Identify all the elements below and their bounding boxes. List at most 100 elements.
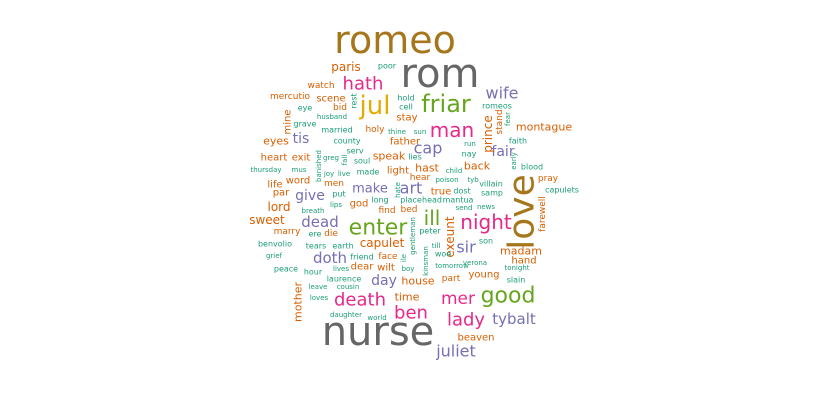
cloud-word: daughter: [330, 311, 362, 319]
cloud-word: love: [502, 174, 543, 249]
cloud-word: news: [477, 203, 495, 211]
cloud-word: rom: [400, 51, 479, 97]
cloud-word: cell: [399, 103, 413, 112]
cloud-word: romeos: [482, 102, 512, 111]
cloud-word: thine: [388, 128, 406, 136]
cloud-word: bed: [401, 205, 418, 215]
cloud-word: head: [422, 196, 442, 205]
cloud-word: paris: [331, 60, 361, 74]
cloud-word: peter: [419, 227, 441, 236]
cloud-word: hear: [410, 173, 431, 183]
cloud-word: hath: [343, 74, 384, 95]
cloud-word: married: [321, 126, 352, 135]
cloud-word: fall: [341, 155, 349, 166]
cloud-word: samp: [481, 189, 503, 198]
cloud-word: marry: [274, 227, 302, 237]
cloud-word: men: [324, 179, 344, 189]
cloud-word: pray: [538, 174, 559, 184]
cloud-word: romeo: [334, 18, 456, 62]
cloud-word: joy: [323, 170, 334, 178]
cloud-word: hast: [415, 162, 439, 175]
cloud-word: house: [401, 275, 434, 288]
cloud-word: boy: [402, 265, 415, 273]
cloud-word: loves: [310, 294, 329, 302]
cloud-word: till: [432, 242, 441, 250]
cloud-word: sun: [414, 128, 427, 136]
cloud-word: dost: [453, 187, 470, 196]
cloud-word: scene: [316, 94, 345, 105]
cloud-word: live: [338, 170, 350, 178]
cloud-word: make: [352, 182, 388, 197]
cloud-word: fair: [491, 144, 514, 160]
cloud-word: mine: [283, 109, 294, 134]
cloud-word: face: [378, 252, 398, 262]
cloud-word: soul: [354, 157, 370, 166]
cloud-word: watch: [307, 81, 334, 91]
cloud-word: cousin: [337, 283, 360, 291]
cloud-word: tonight: [504, 264, 529, 272]
cloud-word: hate: [394, 182, 402, 198]
cloud-word: true: [431, 187, 452, 198]
cloud-word: earth: [332, 242, 353, 251]
cloud-word: grief: [266, 252, 283, 260]
cloud-word: poison: [435, 176, 458, 184]
cloud-word: nurse: [322, 309, 435, 355]
cloud-word: villain: [479, 180, 503, 189]
cloud-word: dead: [301, 213, 338, 231]
cloud-word: bid: [333, 103, 347, 113]
cloud-word: lies: [408, 153, 422, 162]
cloud-word: friar: [421, 90, 471, 118]
cloud-word: gentleman: [409, 217, 417, 255]
cloud-word: juliet: [435, 342, 476, 361]
cloud-word: ere: [309, 230, 322, 239]
cloud-word: heart: [261, 153, 288, 164]
cloud-word: find: [378, 206, 395, 216]
cloud-word: mercutio: [270, 92, 310, 102]
cloud-word: die: [324, 229, 338, 239]
cloud-word: tyb: [467, 176, 479, 184]
cloud-word: grave: [294, 120, 317, 129]
cloud-word: tears: [306, 242, 326, 251]
cloud-word: sir: [456, 238, 476, 257]
cloud-word: blood: [521, 163, 543, 172]
cloud-word: madam: [500, 245, 542, 258]
cloud-word: run: [464, 140, 476, 148]
cloud-word: wilt: [377, 263, 395, 274]
cloud-word: jul: [359, 91, 391, 121]
cloud-word: world: [367, 314, 386, 322]
cloud-word: prince: [481, 115, 495, 152]
cloud-word: nay: [462, 150, 477, 159]
cloud-word: hold: [397, 94, 414, 103]
cloud-word: par: [273, 188, 290, 199]
cloud-word: eye: [298, 104, 313, 113]
cloud-word: benvolio: [258, 240, 292, 249]
cloud-word: lord: [267, 200, 290, 214]
cloud-word: dear: [351, 262, 375, 273]
cloud-word: verona: [463, 259, 487, 267]
cloud-word: tis: [293, 131, 310, 147]
cloud-word: hand: [511, 256, 536, 267]
cloud-word: exeunt: [443, 216, 457, 257]
cloud-word: ile: [400, 254, 408, 262]
cloud-word: lives: [333, 265, 349, 273]
cloud-word: light: [387, 166, 409, 177]
cloud-word: faith: [509, 137, 527, 146]
cloud-word: capulets: [545, 186, 579, 195]
cloud-word: mer: [441, 289, 475, 309]
cloud-word: enter: [349, 216, 409, 241]
cloud-word: exit: [292, 153, 311, 164]
cloud-word: breath: [302, 207, 325, 215]
cloud-word: fear: [504, 112, 512, 126]
cloud-word: early: [510, 152, 518, 170]
cloud-word: farewell: [538, 196, 548, 232]
cloud-word: tomorrow: [435, 262, 469, 270]
cloud-word: leave: [309, 283, 328, 291]
cloud-word: stay: [396, 113, 417, 124]
cloud-word: good: [481, 284, 536, 309]
cloud-word: death: [334, 290, 386, 311]
cloud-word: banished: [315, 150, 323, 182]
cloud-word: speak: [373, 150, 406, 163]
cloud-word: montague: [516, 121, 572, 134]
cloud-word: child: [446, 167, 463, 175]
cloud-word: back: [464, 160, 491, 173]
